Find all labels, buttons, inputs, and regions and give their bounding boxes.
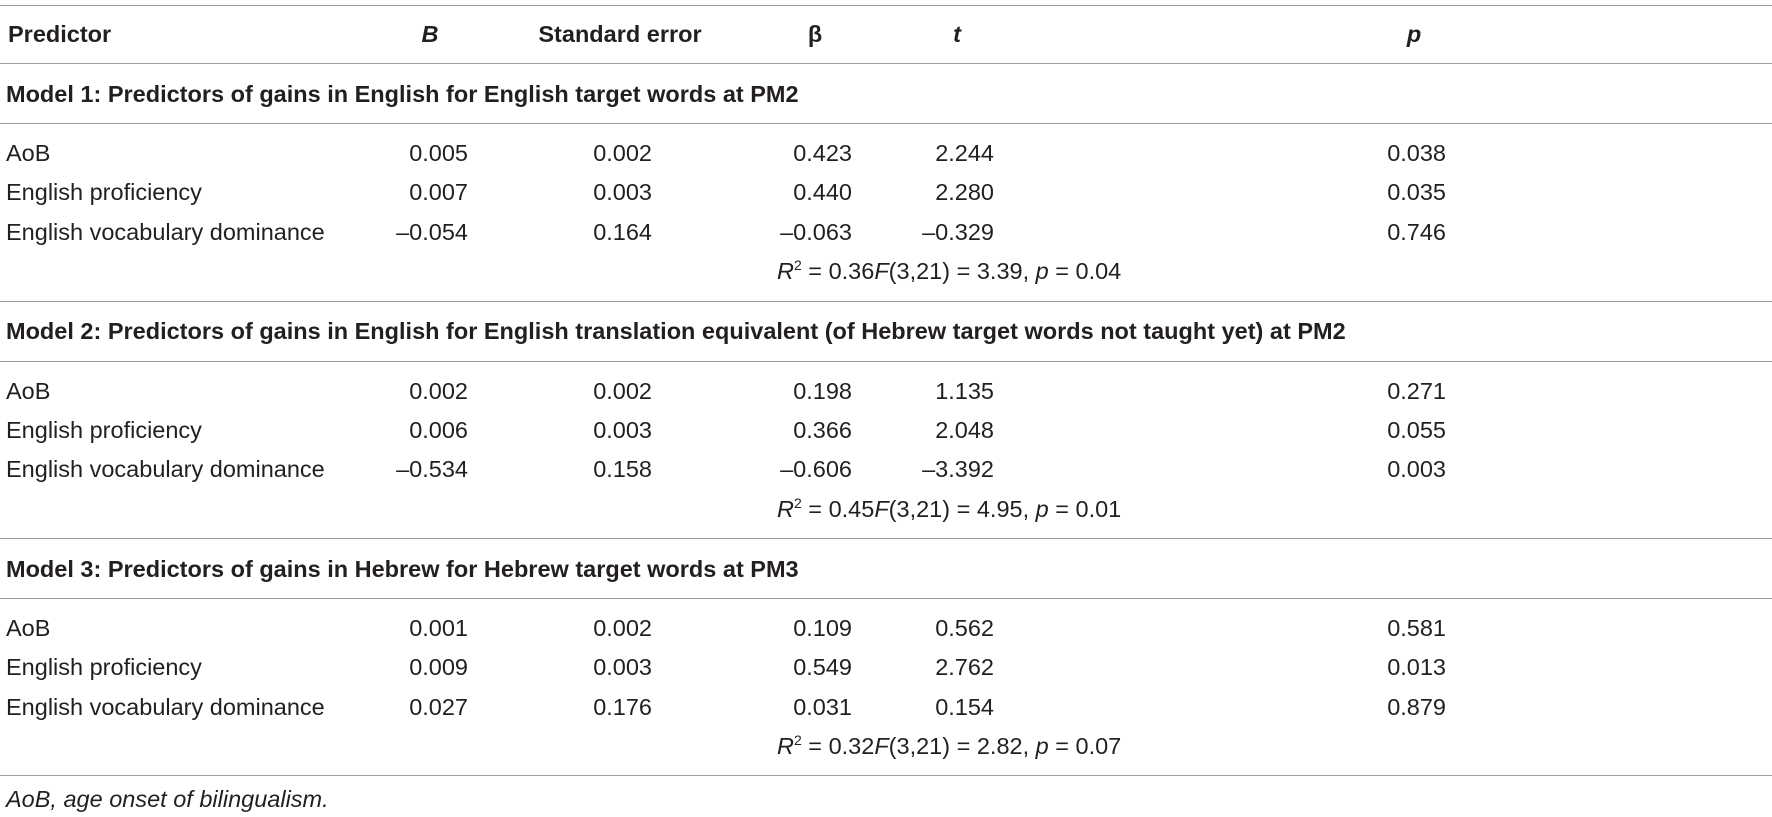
- beta-cell: –0.606: [780, 456, 852, 482]
- p-value: = 0.01: [1048, 496, 1122, 522]
- t-cell: 2.048: [935, 417, 994, 443]
- r2-superscript: 2: [793, 495, 802, 512]
- b-cell: 0.001: [409, 615, 468, 641]
- r2-value: = 0.36: [801, 258, 875, 284]
- predictor-cell: English vocabulary dominance: [6, 456, 325, 482]
- table-top-rule: [0, 5, 1772, 6]
- b-cell: –0.054: [396, 219, 468, 245]
- t-cell: 2.280: [935, 179, 994, 205]
- b-cell: 0.007: [409, 179, 468, 205]
- model-3-title: Model 3: Predictors of gains in Hebrew f…: [6, 556, 799, 582]
- p-cell: 0.013: [1387, 654, 1446, 680]
- header-p: p: [1406, 21, 1422, 47]
- r2-superscript: 2: [793, 257, 802, 274]
- beta-cell: 0.109: [793, 615, 852, 641]
- model-1-title: Model 1: Predictors of gains in English …: [6, 81, 799, 107]
- r2-label: R: [777, 258, 794, 284]
- model-1-fit-statistics: R2 = 0.36F(3,21) = 3.39, p = 0.04: [777, 257, 1121, 285]
- header-predictor: Predictor: [8, 21, 112, 47]
- se-cell: 0.003: [593, 417, 652, 443]
- f-label: F: [874, 733, 889, 759]
- header-t: t: [953, 21, 961, 47]
- f-value: (3,21) = 2.82,: [888, 733, 1036, 759]
- p-value: = 0.07: [1048, 733, 1122, 759]
- r2-label: R: [777, 496, 794, 522]
- p-cell: 0.271: [1387, 378, 1446, 404]
- p-cell: 0.581: [1387, 615, 1446, 641]
- p-cell: 0.003: [1387, 456, 1446, 482]
- predictor-cell: AoB: [6, 615, 51, 641]
- p-cell: 0.055: [1387, 417, 1446, 443]
- se-cell: 0.158: [593, 456, 652, 482]
- header-standard-error: Standard error: [538, 21, 702, 47]
- model-2-end-rule: [0, 538, 1772, 539]
- b-cell: 0.005: [409, 140, 468, 166]
- p-cell: 0.879: [1387, 694, 1446, 720]
- model-1-end-rule: [0, 301, 1772, 302]
- header-b: B: [421, 21, 439, 47]
- p-label: p: [1035, 258, 1049, 284]
- beta-cell: 0.423: [793, 140, 852, 166]
- model-2-title-rule: [0, 361, 1772, 362]
- t-cell: 0.154: [935, 694, 994, 720]
- f-label: F: [874, 496, 889, 522]
- predictor-cell: AoB: [6, 140, 51, 166]
- r2-label: R: [777, 733, 794, 759]
- f-value: (3,21) = 4.95,: [888, 496, 1036, 522]
- header-bottom-rule: [0, 63, 1772, 64]
- model-3-fit-statistics: R2 = 0.32F(3,21) = 2.82, p = 0.07: [777, 732, 1121, 760]
- predictor-cell: English vocabulary dominance: [6, 219, 325, 245]
- se-cell: 0.002: [593, 378, 652, 404]
- t-cell: 2.762: [935, 654, 994, 680]
- table-bottom-rule: [0, 775, 1772, 776]
- beta-cell: –0.063: [780, 219, 852, 245]
- se-cell: 0.002: [593, 615, 652, 641]
- f-label: F: [874, 258, 889, 284]
- b-cell: 0.002: [409, 378, 468, 404]
- t-cell: –3.392: [922, 456, 994, 482]
- t-cell: 0.562: [935, 615, 994, 641]
- b-cell: –0.534: [396, 456, 468, 482]
- header-beta: β: [807, 21, 823, 47]
- t-cell: 2.244: [935, 140, 994, 166]
- predictor-cell: English proficiency: [6, 179, 202, 205]
- p-label: p: [1035, 733, 1049, 759]
- r2-value: = 0.45: [801, 496, 875, 522]
- se-cell: 0.002: [593, 140, 652, 166]
- se-cell: 0.164: [593, 219, 652, 245]
- model-1-title-rule: [0, 123, 1772, 124]
- p-cell: 0.038: [1387, 140, 1446, 166]
- r2-superscript: 2: [793, 732, 802, 749]
- f-value: (3,21) = 3.39,: [888, 258, 1036, 284]
- t-cell: 1.135: [935, 378, 994, 404]
- beta-cell: 0.366: [793, 417, 852, 443]
- se-cell: 0.176: [593, 694, 652, 720]
- model-2-fit-statistics: R2 = 0.45F(3,21) = 4.95, p = 0.01: [777, 495, 1121, 523]
- predictor-cell: English vocabulary dominance: [6, 694, 325, 720]
- table-footnote: AoB, age onset of bilingualism.: [6, 786, 329, 812]
- predictor-cell: AoB: [6, 378, 51, 404]
- beta-cell: 0.198: [793, 378, 852, 404]
- beta-cell: 0.549: [793, 654, 852, 680]
- model-3-title-rule: [0, 598, 1772, 599]
- t-cell: –0.329: [922, 219, 994, 245]
- p-label: p: [1035, 496, 1049, 522]
- se-cell: 0.003: [593, 654, 652, 680]
- model-2-title: Model 2: Predictors of gains in English …: [6, 318, 1346, 344]
- p-cell: 0.746: [1387, 219, 1446, 245]
- p-cell: 0.035: [1387, 179, 1446, 205]
- se-cell: 0.003: [593, 179, 652, 205]
- beta-cell: 0.031: [793, 694, 852, 720]
- r2-value: = 0.32: [801, 733, 875, 759]
- predictor-cell: English proficiency: [6, 417, 202, 443]
- b-cell: 0.006: [409, 417, 468, 443]
- b-cell: 0.009: [409, 654, 468, 680]
- b-cell: 0.027: [409, 694, 468, 720]
- p-value: = 0.04: [1048, 258, 1122, 284]
- predictor-cell: English proficiency: [6, 654, 202, 680]
- beta-cell: 0.440: [793, 179, 852, 205]
